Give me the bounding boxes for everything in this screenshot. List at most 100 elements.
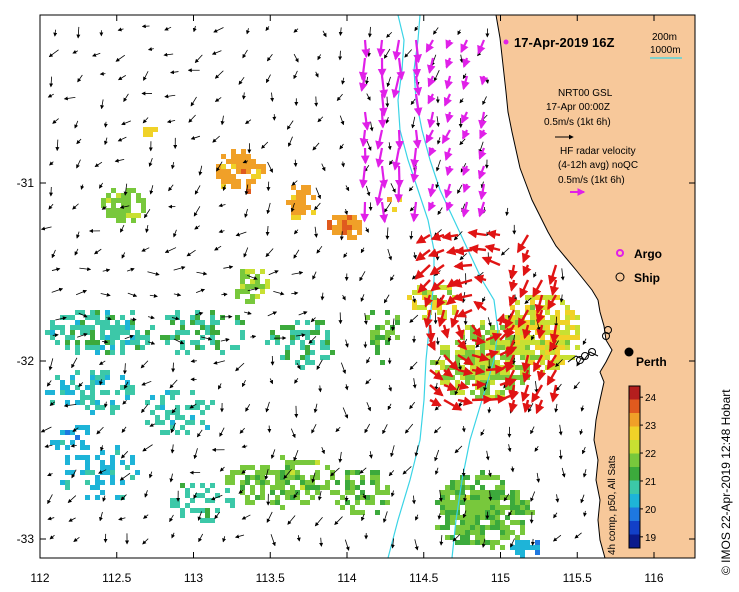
sst-cell <box>231 179 236 184</box>
current-vector <box>124 381 129 390</box>
radar-vector-north <box>445 165 454 177</box>
sst-cell <box>475 395 480 400</box>
sst-cell <box>445 505 450 510</box>
current-vector <box>103 401 108 408</box>
sst-cell <box>545 340 550 345</box>
sst-cell <box>80 310 85 315</box>
sst-cell <box>480 385 485 390</box>
sst-cell <box>305 355 310 360</box>
sst-cell <box>230 345 235 350</box>
radar-vector-south <box>424 294 434 308</box>
sst-cell <box>555 295 560 300</box>
sst-cell <box>565 320 570 325</box>
sst-cell <box>95 495 100 500</box>
sst-cell <box>245 274 250 279</box>
radar-vector-north <box>379 75 389 99</box>
sst-cell <box>315 475 320 480</box>
sst-cell <box>180 483 185 488</box>
current-vector <box>104 137 108 146</box>
sst-cell <box>296 190 301 195</box>
current-vector <box>316 245 323 254</box>
sst-cell <box>480 325 485 330</box>
current-vector <box>273 291 285 296</box>
sst-cell <box>215 493 220 498</box>
sst-cell <box>170 335 175 340</box>
current-vector <box>293 70 298 80</box>
current-vector <box>170 444 175 454</box>
sst-cell <box>395 315 400 320</box>
current-vector <box>317 116 324 123</box>
sst-cell <box>85 395 90 400</box>
sst-cell <box>310 350 315 355</box>
colorbar-swatch <box>629 534 640 549</box>
sst-cell <box>126 203 131 208</box>
sst-cell <box>245 500 250 505</box>
colorbar-swatch <box>629 399 640 414</box>
sst-cell <box>450 480 455 485</box>
sst-cell <box>335 480 340 485</box>
current-vector <box>267 311 278 317</box>
sst-cell <box>300 475 305 480</box>
sst-cell <box>95 475 100 480</box>
sst-cell <box>75 370 80 375</box>
colorbar-swatch <box>629 494 640 508</box>
sst-cell <box>70 335 75 340</box>
sst-cell <box>515 300 520 305</box>
radar-vector-south <box>520 384 530 403</box>
current-vector <box>573 381 580 390</box>
sst-cell <box>470 515 475 520</box>
current-vector <box>197 511 202 521</box>
current-vector <box>530 426 535 435</box>
current-vector <box>369 121 374 132</box>
current-vector <box>214 70 224 79</box>
sst-cell <box>485 385 490 390</box>
sst-cell <box>325 355 330 360</box>
sst-cell <box>450 510 455 515</box>
sst-cell <box>240 335 245 340</box>
sst-cell <box>55 440 60 445</box>
sst-cell <box>280 470 285 475</box>
sst-cell <box>205 425 210 430</box>
sst-cell <box>270 335 275 340</box>
sst-cell <box>285 495 290 500</box>
sst-cell <box>250 294 255 299</box>
sst-cell <box>195 315 200 320</box>
sst-cell <box>385 340 390 345</box>
sst-cell <box>280 475 285 480</box>
current-vector <box>534 445 539 452</box>
current-vector <box>359 271 366 282</box>
sst-cell <box>105 370 110 375</box>
current-vector <box>243 247 249 258</box>
sst-cell <box>520 350 525 355</box>
sst-cell <box>485 330 490 335</box>
sst-cell <box>75 345 80 350</box>
current-vector <box>140 360 149 369</box>
sst-cell <box>65 335 70 340</box>
sst-cell <box>417 305 422 310</box>
colorbar-swatch <box>629 440 640 454</box>
sst-cell <box>480 375 485 380</box>
sst-cell <box>470 390 475 395</box>
sst-cell <box>525 320 530 325</box>
sst-cell <box>465 375 470 380</box>
sst-cell <box>360 490 365 495</box>
sst-cell <box>375 470 380 475</box>
sst-cell <box>270 500 275 505</box>
sst-cell <box>246 159 251 164</box>
sst-cell <box>460 520 465 525</box>
radar-vector-south <box>536 369 547 382</box>
sst-cell <box>90 330 95 335</box>
radar-vector-south <box>504 309 516 330</box>
radar-vector-north <box>427 183 437 198</box>
sst-cell <box>342 225 347 230</box>
sst-cell <box>320 345 325 350</box>
sst-cell <box>495 370 500 375</box>
current-vector <box>330 467 340 477</box>
current-vector <box>190 135 201 140</box>
sst-cell <box>60 325 65 330</box>
sst-cell <box>490 500 495 505</box>
sst-cell <box>50 330 55 335</box>
current-vector <box>387 142 392 151</box>
sst-cell <box>460 515 465 520</box>
current-vector <box>360 247 365 254</box>
